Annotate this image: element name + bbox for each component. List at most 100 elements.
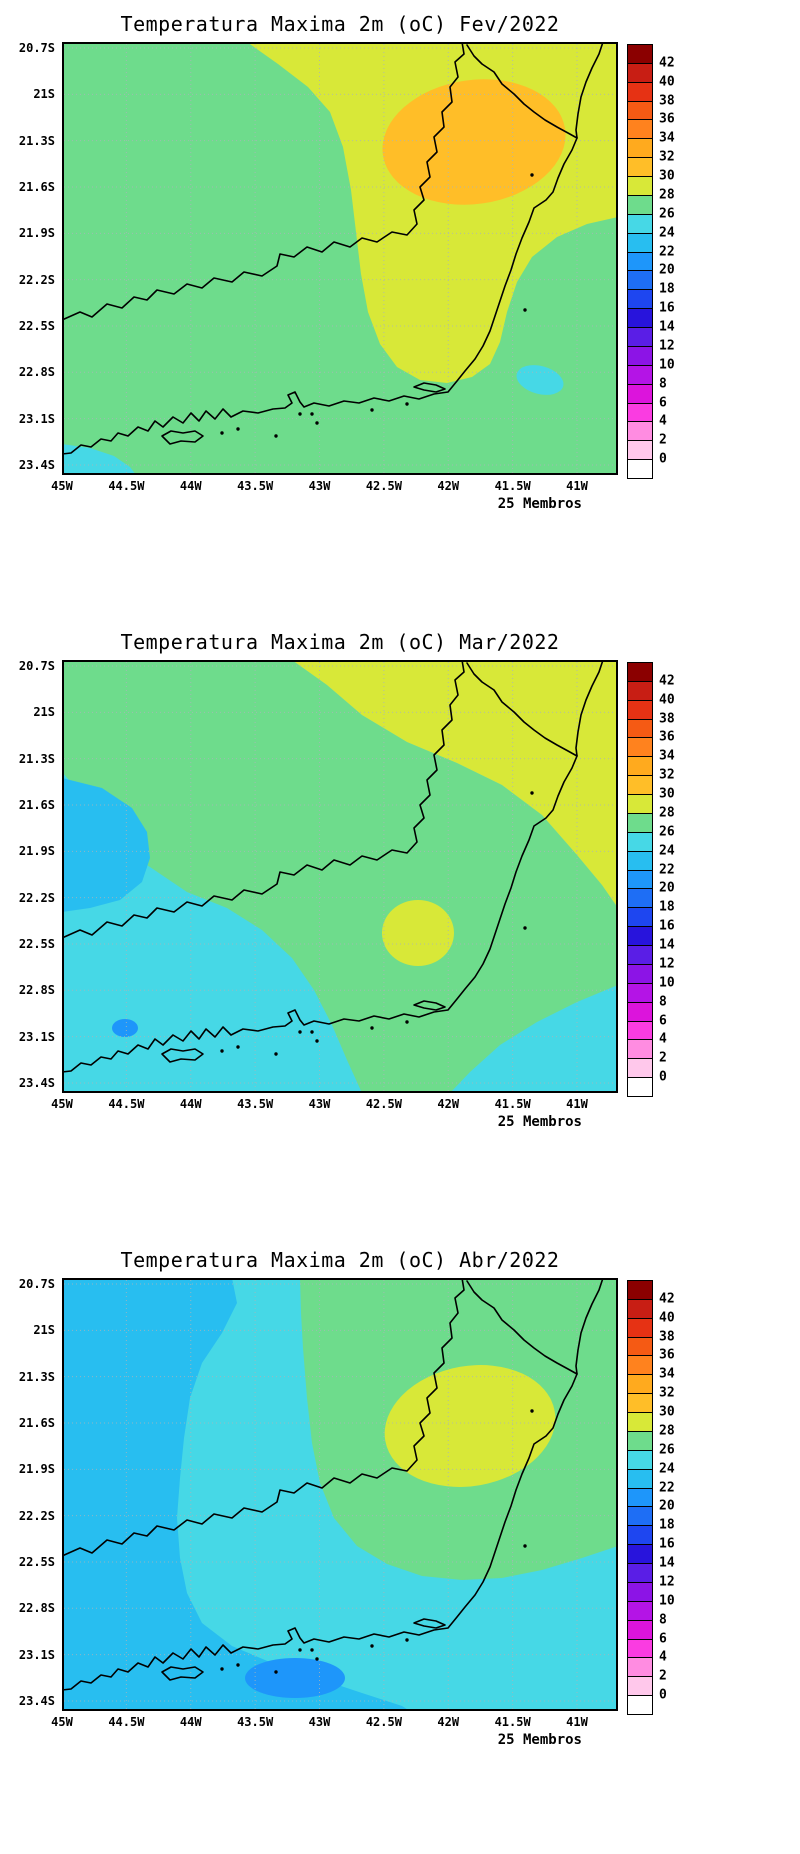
colorbar-tick-label: 4 xyxy=(659,413,667,429)
colorbar-cell xyxy=(627,1317,653,1338)
lon-tick-label: 42W xyxy=(437,1715,460,1729)
island-dot xyxy=(530,1409,534,1413)
lat-tick-label: 22.2S xyxy=(18,890,55,905)
island-dot xyxy=(530,173,534,177)
colorbar-cell xyxy=(627,1058,653,1079)
colorbar-tick-label: 40 xyxy=(659,1310,675,1326)
colorbar-tick-label: 18 xyxy=(659,1517,675,1533)
lat-tick-label: 22.2S xyxy=(18,272,55,287)
colorbar-cell xyxy=(627,459,653,479)
colorbar-cell xyxy=(627,907,653,928)
lon-tick-label: 42.5W xyxy=(365,479,402,493)
lat-tick-label: 21S xyxy=(33,1323,55,1338)
panel-title: Temperatura Maxima 2m (oC) Mar/2022 xyxy=(120,630,560,654)
island-dot xyxy=(220,1667,224,1671)
island-dot xyxy=(220,1049,224,1053)
lat-tick-label: 20.7S xyxy=(18,41,55,55)
colorbar-tick-label: 12 xyxy=(659,956,675,972)
coastline xyxy=(466,1280,578,1375)
colorbar-cell xyxy=(627,1619,653,1640)
colorbar-cell xyxy=(627,926,653,947)
colorbar-tick-label: 8 xyxy=(659,376,667,392)
colorbar-tick-label: 10 xyxy=(659,357,675,373)
colorbar-cell xyxy=(627,157,653,178)
colorbar-cell xyxy=(627,1039,653,1060)
island-dot xyxy=(315,1039,319,1043)
coastline xyxy=(161,1048,204,1063)
lat-tick-label: 21S xyxy=(33,705,55,720)
lon-tick-label: 43.5W xyxy=(237,479,274,493)
panel-fev-2022: Temperatura Maxima 2m (oC) Fev/2022 20.7… xyxy=(0,0,800,618)
colorbar-tick-label: 22 xyxy=(659,1480,675,1496)
lon-tick-label: 45W xyxy=(51,1097,73,1111)
temp-band-region xyxy=(112,1019,138,1037)
lat-tick-label: 21.3S xyxy=(18,1369,55,1384)
colorbar-cell xyxy=(627,1468,653,1489)
colorbar-cell xyxy=(627,213,653,234)
colorbar-cell xyxy=(627,176,653,196)
colorbar-tick-label: 32 xyxy=(659,149,675,165)
lat-tick-label: 21.3S xyxy=(18,751,55,766)
colorbar-cell xyxy=(627,963,653,984)
lon-tick-label: 42W xyxy=(437,479,460,493)
colorbar-tick-label: 26 xyxy=(659,824,675,840)
colorbar-cell xyxy=(627,100,653,121)
temperature-map xyxy=(62,42,618,475)
lat-tick-label: 21.6S xyxy=(18,1415,55,1430)
island-dot xyxy=(236,1045,240,1049)
colorbar-tick-label: 18 xyxy=(659,899,675,915)
island-dot xyxy=(310,412,314,416)
lon-tick-label: 43W xyxy=(308,1097,331,1111)
colorbar-tick-label: 24 xyxy=(659,225,675,241)
temperature-map xyxy=(62,1278,618,1711)
colorbar-cell xyxy=(627,270,653,291)
colorbar-cell xyxy=(627,232,653,253)
colorbar-tick-label: 42 xyxy=(659,673,675,689)
lon-tick-label: 41.5W xyxy=(494,1715,531,1729)
latitude-axis: 20.7S 21S 21.3S 21.6S 21.9S 22.2S 22.5S 22.8S 23… xyxy=(0,1277,58,1711)
lat-tick-label: 21.9S xyxy=(18,226,55,241)
coastline-layer xyxy=(62,1278,604,1691)
temp-band-region xyxy=(292,660,618,908)
latitude-axis: 20.7S 21S 21.3S 21.6S 21.9S 22.2S 22.5S 22.8S 23… xyxy=(0,659,58,1093)
island-dot xyxy=(236,1663,240,1667)
lat-tick-label: 21.6S xyxy=(18,179,55,194)
colorbar-cell xyxy=(627,1657,653,1678)
members-label: 25 Membros xyxy=(497,496,582,512)
lat-tick-label: 22.5S xyxy=(18,936,55,951)
colorbar-cell xyxy=(627,888,653,909)
colorbar-cell xyxy=(627,44,653,64)
colorbar-tick-label: 30 xyxy=(659,1404,675,1420)
island-dot xyxy=(523,926,527,930)
lon-tick-label: 44.5W xyxy=(108,1097,145,1111)
colorbar-tick-label: 8 xyxy=(659,1612,667,1628)
colorbar-cell xyxy=(627,945,653,965)
colorbar-cell xyxy=(627,1412,653,1432)
colorbar-cell xyxy=(627,1393,653,1414)
island-dot xyxy=(220,431,224,435)
lat-tick-label: 22.5S xyxy=(18,1554,55,1569)
colorbar-cell xyxy=(627,794,653,814)
island-dot xyxy=(236,427,240,431)
colorbar-tick-label: 0 xyxy=(659,1069,667,1085)
colorbar-tick-label: 4 xyxy=(659,1649,667,1665)
longitude-axis: 45W 44.5W 44W 43.5W 43W 42.5W 42W 41.5W 41W xyxy=(51,1715,662,1731)
colorbar-tick-label: 6 xyxy=(659,1013,667,1029)
island-dot xyxy=(315,1657,319,1661)
lat-tick-label: 21.9S xyxy=(18,844,55,859)
colorbar-cell xyxy=(627,251,653,272)
coastline xyxy=(62,1278,465,1557)
colorbar-cell xyxy=(627,289,653,310)
colorbar-tick-label: 12 xyxy=(659,1574,675,1590)
colorbar-tick-label: 38 xyxy=(659,711,675,727)
colorbar-cell xyxy=(627,1020,653,1041)
island-dot xyxy=(298,1648,302,1652)
colorbar-cell xyxy=(627,982,653,1003)
colorbar-tick-label: 32 xyxy=(659,1385,675,1401)
lat-tick-label: 21S xyxy=(33,87,55,102)
lat-tick-label: 22.8S xyxy=(18,365,55,380)
lat-tick-label: 23.4S xyxy=(18,1075,55,1090)
colorbar-tick-label: 4 xyxy=(659,1031,667,1047)
map-frame xyxy=(62,660,618,1093)
colorbar-cell xyxy=(627,1506,653,1527)
